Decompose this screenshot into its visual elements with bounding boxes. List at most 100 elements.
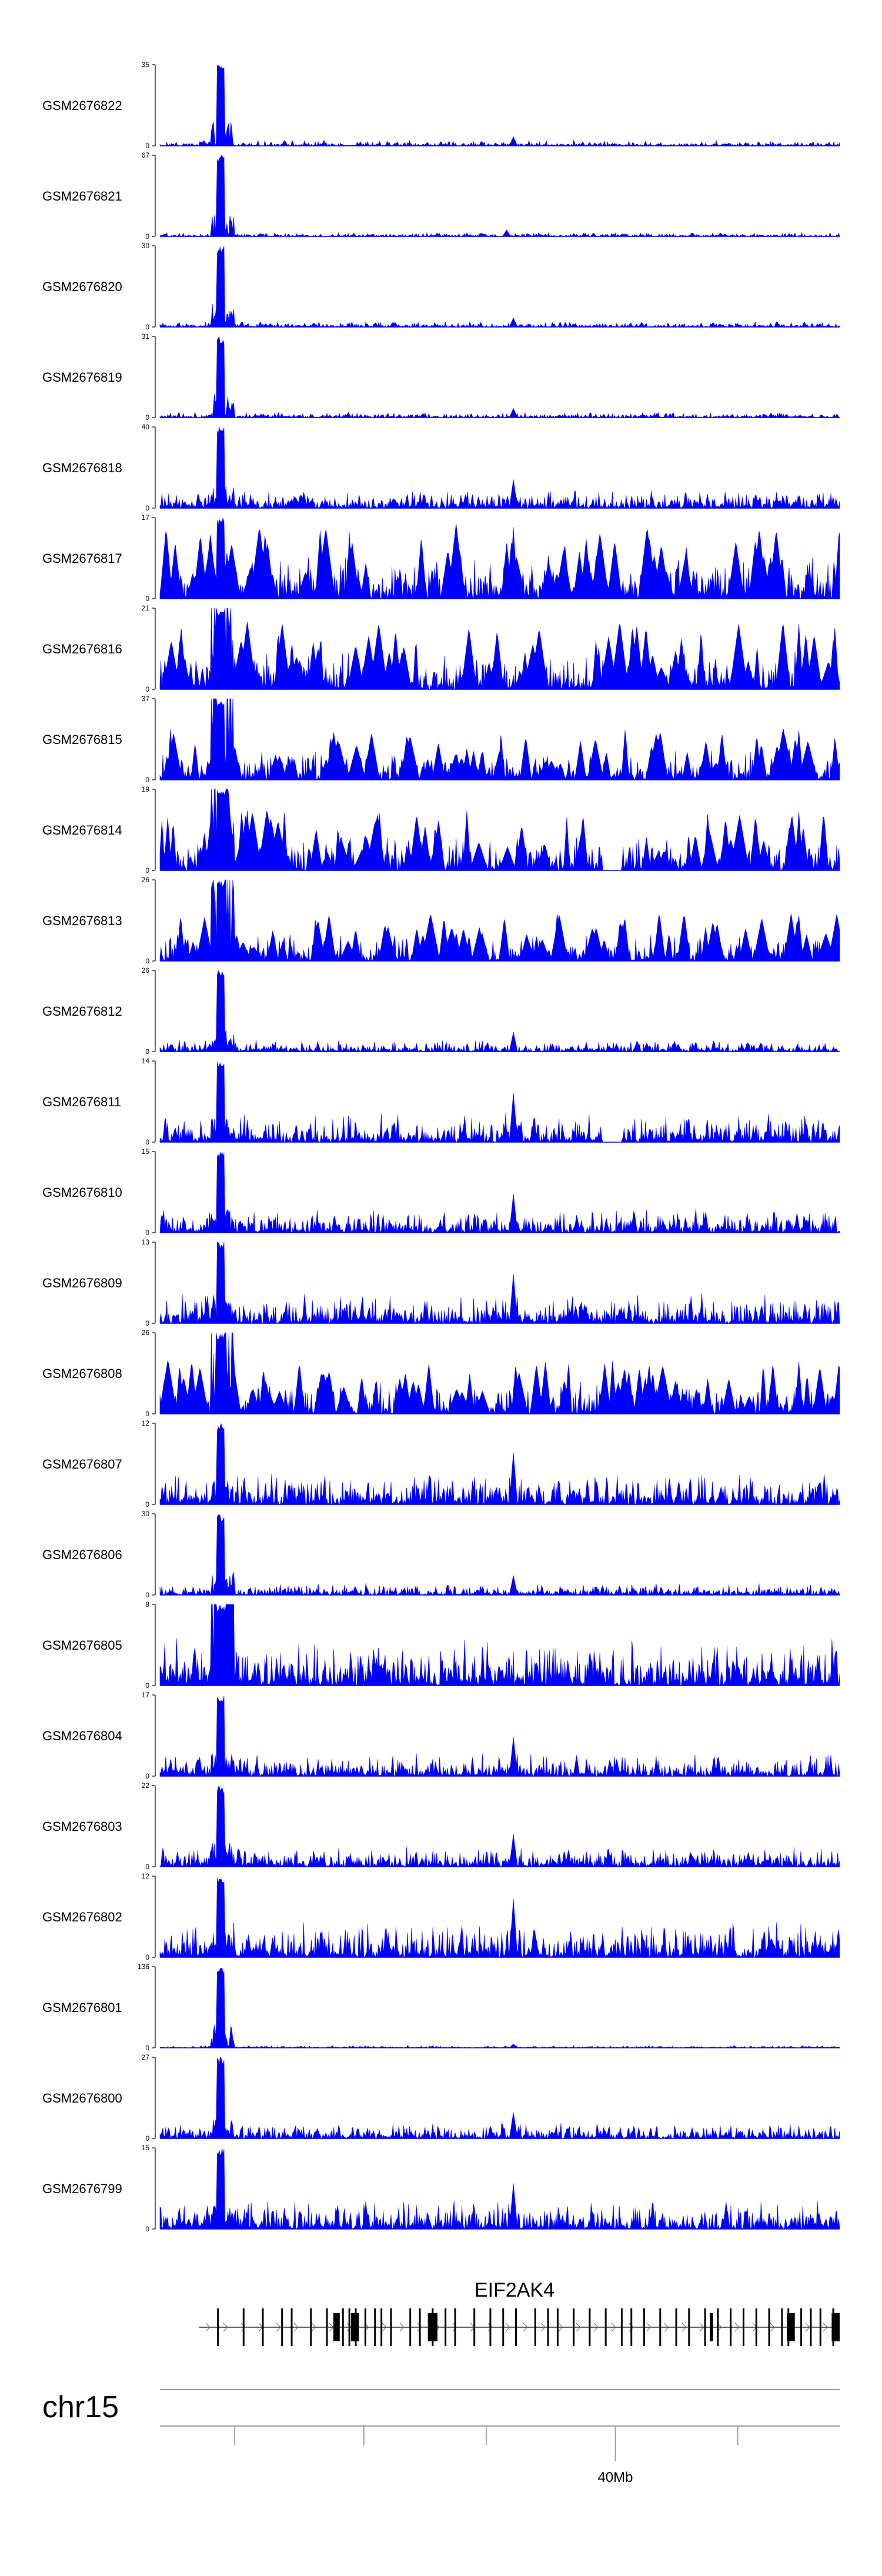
coding-exon (350, 2313, 359, 2341)
track-GSM2676819: GSM2676819 31 0 (42, 332, 840, 422)
track-min-label: 0 (145, 1319, 149, 1327)
track-label: GSM2676805 (42, 1638, 122, 1653)
exon (547, 2308, 549, 2346)
track-GSM2676817: GSM2676817 17 0 (42, 513, 840, 603)
exon (290, 2308, 293, 2346)
track-max-label: 15 (142, 2144, 150, 2152)
track-label: GSM2676818 (42, 461, 122, 475)
exon (675, 2308, 677, 2346)
track-label: GSM2676808 (42, 1366, 122, 1381)
exon (800, 2308, 803, 2346)
track-GSM2676806: GSM2676806 30 0 (42, 1510, 840, 1599)
exon (262, 2308, 264, 2346)
track-GSM2676821: GSM2676821 67 0 (42, 151, 840, 241)
exon (409, 2308, 412, 2346)
exon (454, 2308, 456, 2346)
coverage-area (159, 1514, 840, 1596)
coverage-area (159, 2148, 840, 2230)
strand-arrow (734, 2323, 740, 2332)
exon (604, 2308, 607, 2346)
track-GSM2676802: GSM2676802 12 0 (42, 1872, 840, 1961)
track-label: GSM2676822 (42, 98, 122, 113)
track-max-label: 136 (138, 1963, 149, 1971)
track-max-label: 26 (142, 1329, 150, 1337)
exon (390, 2308, 392, 2346)
coverage-area (159, 879, 840, 962)
strand-arrow (293, 2323, 299, 2332)
coverage-area (159, 2057, 840, 2140)
track-max-label: 27 (142, 2053, 150, 2061)
track-max-label: 35 (142, 61, 150, 69)
strand-arrow (223, 2323, 228, 2332)
exon (374, 2308, 376, 2346)
exon (502, 2308, 505, 2346)
track-max-label: 13 (142, 1238, 150, 1246)
chromosome-label: chr15 (42, 2390, 119, 2424)
track-min-label: 0 (145, 1681, 149, 1690)
track-label: GSM2676809 (42, 1276, 122, 1290)
exon (326, 2308, 328, 2346)
track-min-label: 0 (145, 1138, 149, 1146)
track-max-label: 14 (142, 1057, 150, 1065)
track-min-label: 0 (145, 232, 149, 241)
exon (281, 2308, 283, 2346)
strand-arrow (823, 2323, 828, 2332)
strand-arrow (646, 2323, 652, 2332)
exon (620, 2308, 623, 2346)
exon (515, 2308, 517, 2346)
track-label: GSM2676815 (42, 732, 122, 747)
track-min-label: 0 (145, 323, 149, 331)
strand-arrow (558, 2323, 563, 2332)
exon (445, 2308, 447, 2346)
track-max-label: 26 (142, 966, 150, 975)
track-label: GSM2676811 (42, 1095, 121, 1109)
track-GSM2676820: GSM2676820 30 0 (42, 242, 840, 331)
track-label: GSM2676800 (42, 2091, 122, 2105)
axis-tick-label: 40Mb (597, 2470, 633, 2485)
track-max-label: 8 (145, 1600, 149, 1609)
track-max-label: 40 (142, 423, 150, 431)
gene-name-label: EIF2AK4 (475, 2279, 554, 2301)
coding-exon (333, 2313, 340, 2341)
coverage-area (159, 1785, 840, 1868)
coverage-area (159, 336, 840, 418)
track-label: GSM2676804 (42, 1729, 122, 1743)
track-label: GSM2676806 (42, 1547, 122, 1562)
strand-arrow (240, 2323, 246, 2332)
coding-exon (427, 2313, 438, 2341)
coding-exon (831, 2313, 840, 2341)
coverage-area (159, 1062, 840, 1143)
track-GSM2676814: GSM2676814 19 0 (42, 785, 840, 875)
strand-arrow (399, 2323, 405, 2332)
track-GSM2676807: GSM2676807 12 0 (42, 1419, 840, 1509)
coding-exon (787, 2313, 795, 2341)
coverage-area (159, 1423, 840, 1505)
exon (342, 2308, 344, 2346)
exon (704, 2308, 706, 2346)
track-GSM2676805: GSM2676805 8 0 (42, 1600, 840, 1690)
track-label: GSM2676802 (42, 1910, 122, 1924)
track-max-label: 26 (142, 876, 150, 884)
track-GSM2676801: GSM2676801 136 0 (42, 1963, 840, 2052)
strand-arrow (523, 2323, 528, 2332)
track-min-label: 0 (145, 776, 149, 784)
track-label: GSM2676817 (42, 551, 122, 566)
coverage-area (159, 1242, 840, 1324)
exon (380, 2308, 383, 2346)
exon (419, 2308, 421, 2346)
track-max-label: 30 (142, 242, 150, 250)
track-label: GSM2676814 (42, 823, 122, 837)
track-label: GSM2676807 (42, 1457, 122, 1471)
coverage-area (159, 1696, 840, 1777)
strand-arrow (664, 2323, 669, 2332)
track-min-label: 0 (145, 413, 149, 422)
track-min-label: 0 (145, 504, 149, 512)
strand-arrow (505, 2323, 510, 2332)
strand-arrow (276, 2323, 281, 2332)
coverage-area (159, 789, 840, 871)
track-label: GSM2676801 (42, 2000, 122, 2015)
strand-arrow (205, 2323, 211, 2332)
strand-arrow (611, 2323, 616, 2332)
track-min-label: 0 (145, 685, 149, 693)
